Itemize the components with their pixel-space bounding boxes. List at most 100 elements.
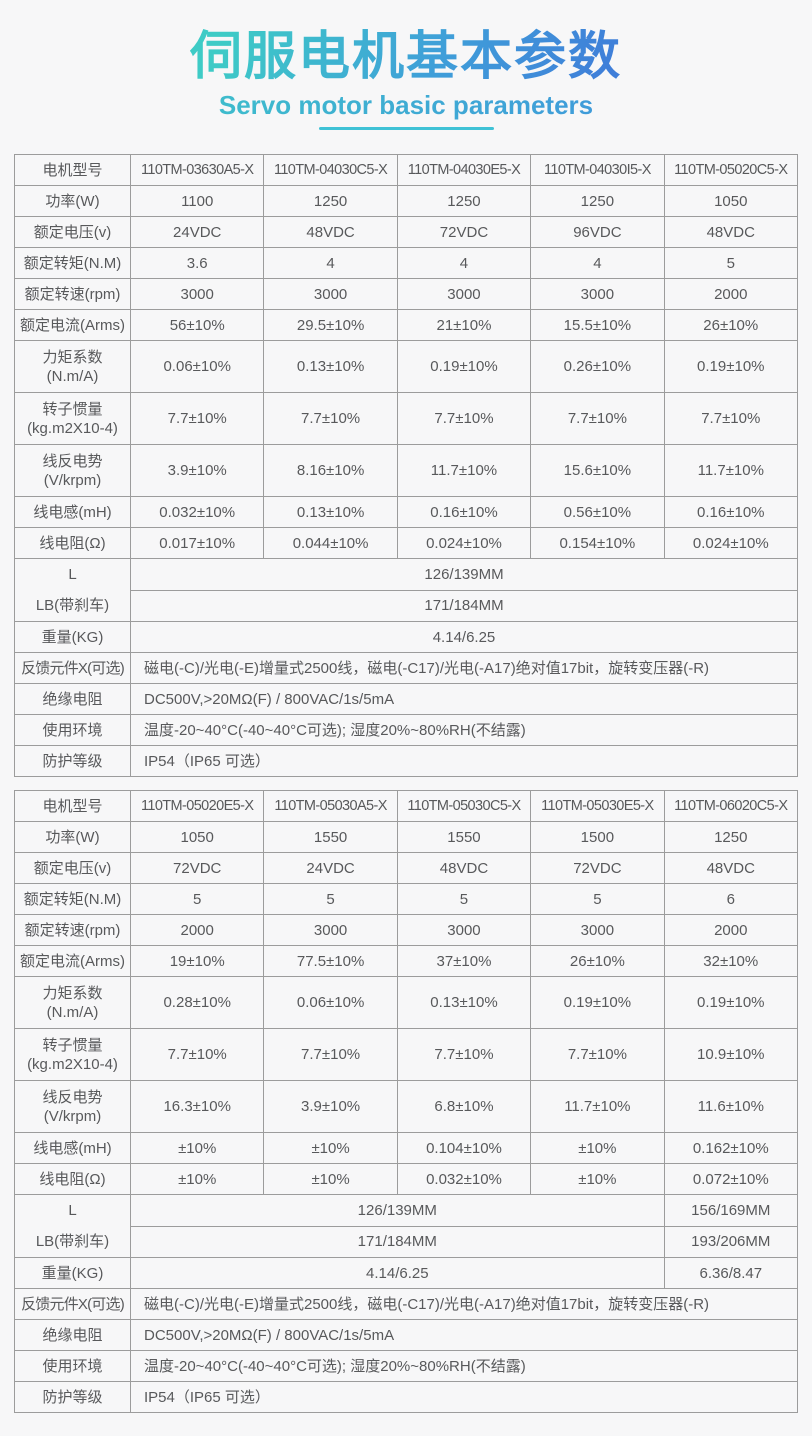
row-label: 功率(W) xyxy=(14,821,131,853)
cell-value: 3000 xyxy=(396,278,532,310)
row-label: 反馈元件X(可选) xyxy=(14,1288,131,1320)
cell-value: 0.032±10% xyxy=(129,496,265,528)
table-row: 绝缘电阻 DC500V,>20MΩ(F) / 800VAC/1s/5mA xyxy=(14,1319,798,1351)
cell-value: 110TM-05030C5-X xyxy=(396,790,532,822)
cell-value: 110TM-05020C5-X xyxy=(663,154,799,186)
cell-value: 4 xyxy=(263,247,398,279)
cell-value: ±10% xyxy=(129,1163,265,1195)
cell-value: 6.36/8.47 xyxy=(663,1257,799,1289)
row-label: 额定电压(v) xyxy=(14,216,131,248)
cell-value: 110TM-05020E5-X xyxy=(129,790,265,822)
cell-value: 3000 xyxy=(530,914,665,946)
cell-value: 0.13±10% xyxy=(396,976,532,1029)
cell-value: 11.7±10% xyxy=(663,444,799,497)
cell-value: 15.6±10% xyxy=(530,444,665,497)
row-label: 额定转速(rpm) xyxy=(14,914,131,946)
cell-value: 0.16±10% xyxy=(396,496,532,528)
cell-value: 4.14/6.25 xyxy=(130,621,798,653)
cell-value: 0.044±10% xyxy=(263,527,398,559)
cell-value: 2000 xyxy=(663,914,799,946)
row-label: 线电阻(Ω) xyxy=(14,1163,131,1195)
cell-value: 0.104±10% xyxy=(396,1132,532,1164)
row-label: L LB(带刹车) xyxy=(14,558,131,622)
row-label: 额定转矩(N.M) xyxy=(14,247,131,279)
row-label: L LB(带刹车) xyxy=(14,1194,131,1258)
cell-value: DC500V,>20MΩ(F) / 800VAC/1s/5mA xyxy=(130,1319,798,1351)
row-label: 转子惯量 (kg.m2X10-4) xyxy=(14,392,131,445)
cell-value: 5 xyxy=(530,883,665,915)
table-row: 防护等级 IP54（IP65 可选） xyxy=(14,1381,798,1413)
row-label: 额定电压(v) xyxy=(14,852,131,884)
table-row: 线电感(mH) 0.032±10% 0.13±10% 0.16±10% 0.56±10%… xyxy=(14,496,799,528)
cell-value: 7.7±10% xyxy=(263,1028,398,1081)
cell-value: 56±10% xyxy=(129,309,265,341)
cell-value: 72VDC xyxy=(530,852,665,884)
table-row: 电机型号 110TM-03630A5-X 110TM-04030C5-X 110TM-… xyxy=(14,154,799,186)
cell-value: 0.26±10% xyxy=(530,340,665,393)
table-row: 额定电流(Arms) 19±10% 77.5±10% 37±10% 26±10% 32±1… xyxy=(14,945,799,977)
row-label: 力矩系数 (N.m/A) xyxy=(14,976,131,1029)
row-label-line: 力矩系数 xyxy=(42,984,103,1002)
cell-value: 126/139MM xyxy=(130,558,798,591)
row-label: 线反电势 (V/krpm) xyxy=(14,1080,131,1133)
row-label: 额定转矩(N.M) xyxy=(14,883,131,915)
cell-value: 29.5±10% xyxy=(263,309,398,341)
table-row: 额定转速(rpm) 3000 3000 3000 3000 2000 xyxy=(14,278,799,310)
table-row: L LB(带刹车) 126/139MM 156/169MM xyxy=(14,1194,799,1258)
cell-value: 1050 xyxy=(663,185,799,217)
row-label: 线电感(mH) xyxy=(14,496,131,528)
cell-value: IP54（IP65 可选） xyxy=(130,745,798,777)
row-label: 电机型号 xyxy=(14,154,131,186)
row-label-line: LB(带刹车) xyxy=(35,597,110,614)
cell-value: 7.7±10% xyxy=(396,392,532,445)
spec-table-2: 电机型号 110TM-05020E5-X 110TM-05030A5-X 110TM-… xyxy=(14,790,799,1413)
cell-value: 5 xyxy=(663,247,799,279)
cell-value: 26±10% xyxy=(530,945,665,977)
spec-tables-container: 电机型号 110TM-03630A5-X 110TM-04030C5-X 110TM-… xyxy=(0,154,812,1413)
table-row: 线电感(mH) ±10% ±10% 0.104±10% ±10% 0.162±10% xyxy=(14,1132,799,1164)
row-label-line: 线反电势 xyxy=(42,1088,103,1106)
row-label: 使用环境 xyxy=(14,1350,131,1382)
row-label-line: LB(带刹车) xyxy=(35,1233,110,1250)
cell-value: 110TM-05030A5-X xyxy=(263,790,398,822)
cell-value: 3000 xyxy=(263,278,398,310)
cell-value: 11.6±10% xyxy=(663,1080,799,1133)
row-label-pair: L LB(带刹车) xyxy=(17,560,128,621)
cell-value: 5 xyxy=(129,883,265,915)
cell-value: 3.6 xyxy=(129,247,265,279)
cell-value: 0.19±10% xyxy=(530,976,665,1029)
table-row: 功率(W) 1050 1550 1550 1500 1250 xyxy=(14,821,799,853)
cell-value: 0.162±10% xyxy=(663,1132,799,1164)
cell-value: 171/184MM xyxy=(130,1225,665,1258)
cell-value: 1050 xyxy=(129,821,265,853)
cell-value: 0.28±10% xyxy=(129,976,265,1029)
row-label-line: L xyxy=(68,1202,77,1219)
cell-value: 磁电(-C)/光电(-E)增量式2500线，磁电(-C17)/光电(-A17)绝… xyxy=(130,1288,798,1320)
row-label: 额定电流(Arms) xyxy=(14,945,131,977)
cell-value: 15.5±10% xyxy=(530,309,665,341)
table-row: 线反电势 (V/krpm) 3.9±10% 8.16±10% 11.7±10% 15.6±… xyxy=(14,444,799,497)
row-label: 功率(W) xyxy=(14,185,131,217)
cell-value: 110TM-05030E5-X xyxy=(530,790,665,822)
table-row: 额定转速(rpm) 2000 3000 3000 3000 2000 xyxy=(14,914,799,946)
cell-value: 11.7±10% xyxy=(396,444,532,497)
cell-value: 3000 xyxy=(263,914,398,946)
cell-value: 7.7±10% xyxy=(530,1028,665,1081)
table-row: 额定电流(Arms) 56±10% 29.5±10% 21±10% 15.5±10% 26… xyxy=(14,309,799,341)
cell-value: 1550 xyxy=(263,821,398,853)
cell-value: 0.017±10% xyxy=(129,527,265,559)
cell-value: 77.5±10% xyxy=(263,945,398,977)
row-label: 线电感(mH) xyxy=(14,1132,131,1164)
cell-value: 21±10% xyxy=(396,309,532,341)
cell-value: 8.16±10% xyxy=(263,444,398,497)
table-row: 线电阻(Ω) ±10% ±10% 0.032±10% ±10% 0.072±10% xyxy=(14,1163,799,1195)
table-row: 171/184MM 193/206MM xyxy=(15,1225,799,1258)
cell-value: 7.7±10% xyxy=(129,392,265,445)
cell-value: 0.19±10% xyxy=(663,340,799,393)
cell-value: 72VDC xyxy=(129,852,265,884)
row-label: 额定转速(rpm) xyxy=(14,278,131,310)
cell-value: 3000 xyxy=(530,278,665,310)
cell-value: 171/184MM xyxy=(130,589,798,622)
cell-value: 7.7±10% xyxy=(129,1028,265,1081)
cell-value: 0.154±10% xyxy=(530,527,665,559)
